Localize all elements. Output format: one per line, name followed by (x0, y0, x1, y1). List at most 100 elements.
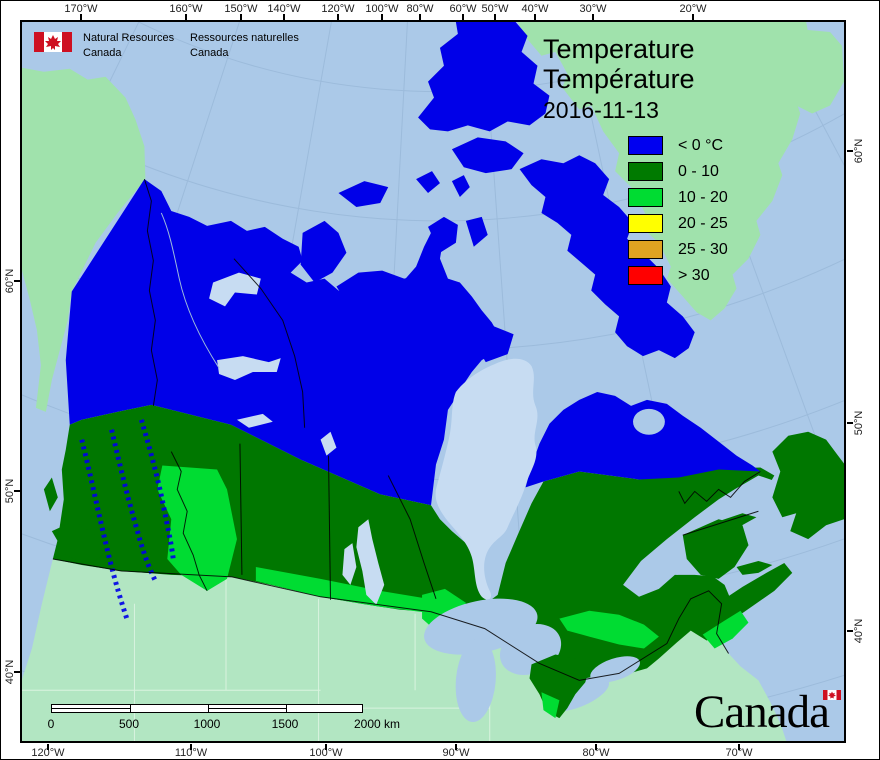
legend-swatch (628, 136, 663, 155)
axis-tick (419, 14, 421, 20)
lat-label-right: 50°N (853, 410, 865, 436)
legend-swatch (628, 266, 663, 285)
hudson-bay-and-lakes (209, 272, 538, 605)
axis-tick (14, 490, 20, 492)
legend-row: < 0 °C (628, 136, 728, 155)
legend-label: 25 - 30 (678, 240, 728, 258)
canada-below-zero-region (65, 179, 500, 506)
legend-swatch (628, 188, 663, 207)
axis-tick (190, 744, 192, 750)
axis-tick (847, 422, 853, 424)
wordmark-flag-icon (823, 690, 841, 700)
political-borders (52, 178, 761, 681)
scale-bar-divider (286, 705, 287, 712)
map-title-fr: Température (543, 64, 695, 94)
lon-label-top: 20°W (679, 3, 707, 15)
scale-bar-divider (130, 705, 131, 712)
lon-label-top: 140°W (267, 3, 301, 15)
legend-swatch (628, 214, 663, 233)
axis-tick (455, 744, 457, 750)
axis-tick (595, 744, 597, 750)
axis-tick (14, 671, 20, 673)
great-lakes (424, 598, 640, 722)
logo-fr-line2: Canada (190, 47, 229, 59)
axis-tick (337, 14, 339, 20)
axis-tick (494, 14, 496, 20)
legend-row: 25 - 30 (628, 240, 728, 259)
canada-wordmark: Canada (694, 686, 844, 741)
legend-label: < 0 °C (678, 136, 724, 154)
logo-en-line1: Natural Resources (83, 32, 175, 44)
scale-label: 500 (118, 717, 140, 731)
logo-fr-line1: Ressources naturelles (190, 32, 299, 44)
lon-label-top: 160°W (169, 3, 203, 15)
temperature-legend: < 0 °C 0 - 10 10 - 20 20 - 25 25 - 30 > … (628, 136, 728, 292)
legend-row: > 30 (628, 266, 728, 285)
map-date: 2016-11-13 (543, 97, 659, 123)
axis-tick (847, 150, 853, 152)
nrcan-logo (34, 32, 72, 57)
lon-label-top: 80°W (406, 3, 434, 15)
scale-label: 1500 (271, 717, 299, 731)
greenland-land (517, 22, 811, 321)
axis-tick (47, 744, 49, 750)
canada-temperature-map (22, 22, 844, 741)
legend-label: 10 - 20 (678, 188, 728, 206)
logo-text-english: Natural Resources Canada (83, 31, 174, 61)
lat-label-right: 40°N (853, 618, 865, 644)
arctic-islands (300, 22, 695, 392)
legend-swatch (628, 162, 663, 181)
lon-label-top: 50°W (481, 3, 509, 15)
lon-label-bottom: 90°W (442, 747, 470, 759)
axis-tick (14, 280, 20, 282)
legend-row: 20 - 25 (628, 214, 728, 233)
logo-text-french: Ressources naturelles Canada (190, 31, 299, 61)
scale-bar-graphic (51, 704, 363, 713)
ungava-bay (633, 408, 665, 435)
lon-label-bottom: 110°W (174, 747, 208, 759)
scale-label: 0 (47, 717, 55, 731)
scale-label: 1000 (193, 717, 221, 731)
legend-swatch (628, 240, 663, 259)
axis-tick (738, 744, 740, 750)
legend-label: > 30 (678, 266, 710, 284)
southern-ontario-warm-tip (541, 692, 560, 719)
axis-tick (80, 14, 82, 20)
lat-label-right: 60°N (853, 138, 865, 164)
anticosti-island (718, 513, 757, 530)
axis-tick (592, 14, 594, 20)
lon-label-bottom: 70°W (725, 747, 753, 759)
prince-edward-island (736, 561, 773, 575)
scale-bar-midline (208, 708, 286, 709)
map-title-en: Temperature (543, 34, 695, 64)
lon-label-top: 60°W (449, 3, 477, 15)
scale-bar-midline (52, 708, 130, 709)
axis-tick (692, 14, 694, 20)
legend-row: 10 - 20 (628, 188, 728, 207)
canada-wordmark-text: Canada (694, 686, 830, 738)
lon-label-top: 120°W (321, 3, 355, 15)
lon-label-top: 150°W (224, 3, 258, 15)
axis-tick (325, 744, 327, 750)
legend-row: 0 - 10 (628, 162, 728, 181)
canada-flag-icon (34, 32, 72, 52)
vancouver-island (51, 521, 106, 565)
map-title-block: Temperature Température 2016-11-13 (543, 34, 695, 124)
legend-label: 20 - 25 (678, 214, 728, 232)
alaska-land (22, 67, 146, 412)
axis-tick (185, 14, 187, 20)
rockies-cold-speckle (79, 419, 176, 622)
lon-label-bottom: 80°W (582, 747, 610, 759)
lon-label-bottom: 100°W (309, 747, 343, 759)
axis-tick (283, 14, 285, 20)
lon-label-top: 40°W (521, 3, 549, 15)
scale-end-label: 2000 km (353, 717, 401, 731)
haida-gwaii (43, 477, 58, 512)
lon-label-top: 30°W (579, 3, 607, 15)
newfoundland (772, 431, 844, 540)
scale-bar: 0 500 1000 1500 2000 km (47, 704, 411, 734)
ungava-below-zero-region (525, 391, 761, 488)
axis-tick (847, 630, 853, 632)
lon-label-top: 100°W (365, 3, 399, 15)
